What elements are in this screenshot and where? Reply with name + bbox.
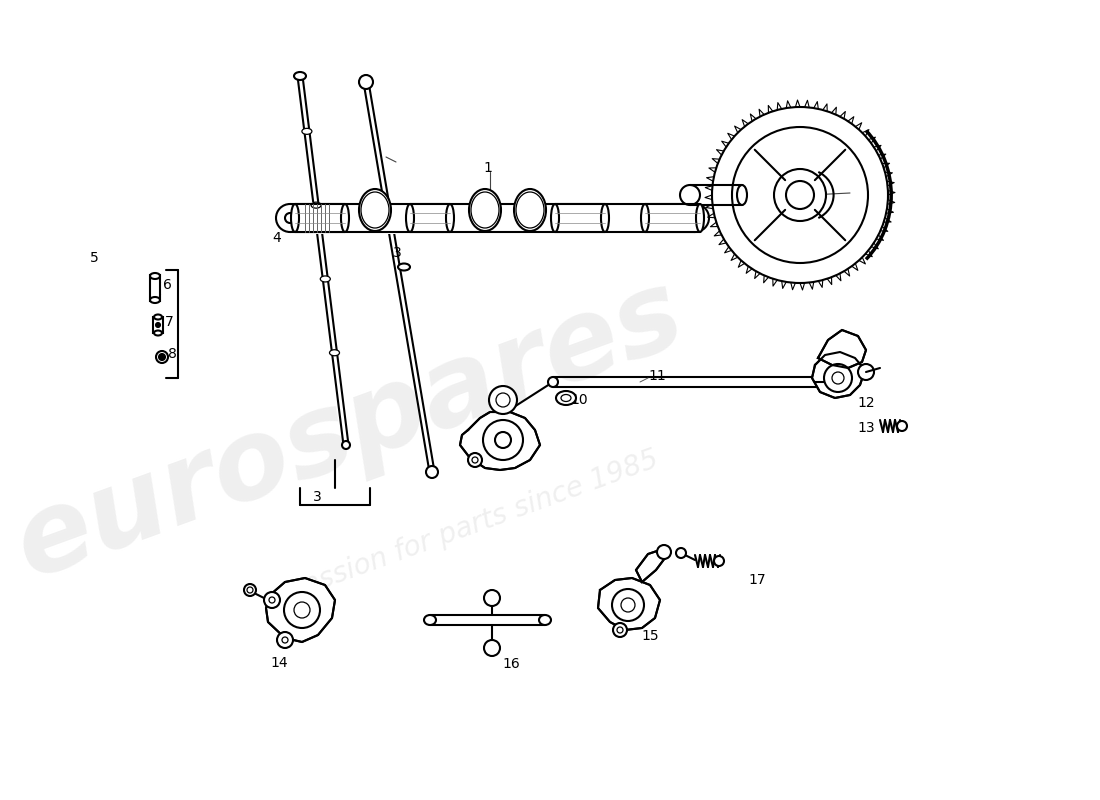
Circle shape bbox=[276, 204, 304, 232]
Circle shape bbox=[285, 213, 295, 223]
Circle shape bbox=[676, 548, 686, 558]
Circle shape bbox=[483, 420, 522, 460]
Circle shape bbox=[156, 323, 160, 327]
Ellipse shape bbox=[406, 204, 414, 232]
Bar bbox=[645, 204, 700, 232]
Ellipse shape bbox=[556, 391, 576, 405]
Circle shape bbox=[786, 181, 814, 209]
Ellipse shape bbox=[514, 189, 546, 231]
Ellipse shape bbox=[154, 330, 162, 335]
Text: a passion for parts since 1985: a passion for parts since 1985 bbox=[258, 445, 662, 615]
Circle shape bbox=[484, 640, 500, 656]
Bar bbox=[295, 204, 345, 232]
Circle shape bbox=[277, 632, 293, 648]
Text: 4: 4 bbox=[272, 231, 280, 245]
Circle shape bbox=[700, 95, 900, 295]
Text: 14: 14 bbox=[270, 656, 287, 670]
Ellipse shape bbox=[551, 204, 559, 232]
Circle shape bbox=[657, 545, 671, 559]
Ellipse shape bbox=[446, 204, 454, 232]
Text: 9: 9 bbox=[512, 423, 521, 437]
Circle shape bbox=[484, 590, 500, 606]
FancyBboxPatch shape bbox=[288, 202, 697, 234]
Ellipse shape bbox=[341, 204, 349, 232]
Polygon shape bbox=[812, 352, 865, 398]
Ellipse shape bbox=[424, 615, 436, 625]
Ellipse shape bbox=[154, 314, 162, 319]
Text: eurospares: eurospares bbox=[1, 259, 698, 601]
Bar bbox=[153, 317, 163, 333]
Text: 5: 5 bbox=[90, 251, 99, 265]
Text: 6: 6 bbox=[163, 278, 172, 292]
Text: 7: 7 bbox=[165, 315, 174, 329]
Text: 1: 1 bbox=[484, 161, 493, 175]
Text: 11: 11 bbox=[648, 369, 666, 383]
Text: 3: 3 bbox=[393, 246, 402, 260]
Ellipse shape bbox=[696, 204, 704, 232]
Polygon shape bbox=[460, 412, 540, 470]
Circle shape bbox=[896, 421, 907, 431]
Circle shape bbox=[858, 364, 874, 380]
Circle shape bbox=[264, 592, 280, 608]
Ellipse shape bbox=[150, 273, 160, 279]
Circle shape bbox=[490, 386, 517, 414]
Ellipse shape bbox=[359, 189, 390, 231]
Circle shape bbox=[613, 623, 627, 637]
Circle shape bbox=[774, 169, 826, 221]
Text: 8: 8 bbox=[168, 347, 177, 361]
Circle shape bbox=[359, 75, 373, 89]
Ellipse shape bbox=[830, 377, 840, 387]
Ellipse shape bbox=[469, 189, 500, 231]
Text: 10: 10 bbox=[570, 393, 587, 407]
Ellipse shape bbox=[330, 350, 340, 356]
Ellipse shape bbox=[150, 297, 160, 303]
Text: 16: 16 bbox=[502, 657, 519, 671]
Ellipse shape bbox=[292, 204, 299, 232]
Bar bbox=[410, 204, 450, 232]
Ellipse shape bbox=[311, 202, 321, 208]
Text: 3: 3 bbox=[314, 490, 321, 504]
Circle shape bbox=[160, 354, 165, 360]
Text: 2: 2 bbox=[855, 188, 864, 202]
Ellipse shape bbox=[301, 128, 312, 134]
Circle shape bbox=[714, 556, 724, 566]
Polygon shape bbox=[636, 550, 666, 582]
Circle shape bbox=[680, 185, 700, 205]
Text: 13: 13 bbox=[857, 421, 874, 435]
Ellipse shape bbox=[641, 204, 649, 232]
Ellipse shape bbox=[601, 204, 609, 232]
Circle shape bbox=[612, 589, 643, 621]
Bar bbox=[556, 204, 605, 232]
Polygon shape bbox=[598, 578, 660, 630]
Text: 15: 15 bbox=[641, 629, 659, 643]
Ellipse shape bbox=[398, 263, 410, 270]
Ellipse shape bbox=[294, 72, 306, 80]
Polygon shape bbox=[266, 578, 336, 642]
Circle shape bbox=[342, 441, 350, 449]
Circle shape bbox=[468, 453, 482, 467]
Circle shape bbox=[824, 364, 852, 392]
Circle shape bbox=[681, 204, 710, 232]
Text: 17: 17 bbox=[748, 573, 766, 587]
Bar bbox=[150, 275, 160, 301]
Ellipse shape bbox=[737, 185, 747, 205]
Ellipse shape bbox=[320, 276, 330, 282]
Ellipse shape bbox=[539, 615, 551, 625]
Polygon shape bbox=[818, 330, 866, 368]
Circle shape bbox=[284, 592, 320, 628]
Circle shape bbox=[244, 584, 256, 596]
Circle shape bbox=[156, 351, 168, 363]
Text: 12: 12 bbox=[857, 396, 874, 410]
Circle shape bbox=[426, 466, 438, 478]
Ellipse shape bbox=[548, 377, 558, 387]
